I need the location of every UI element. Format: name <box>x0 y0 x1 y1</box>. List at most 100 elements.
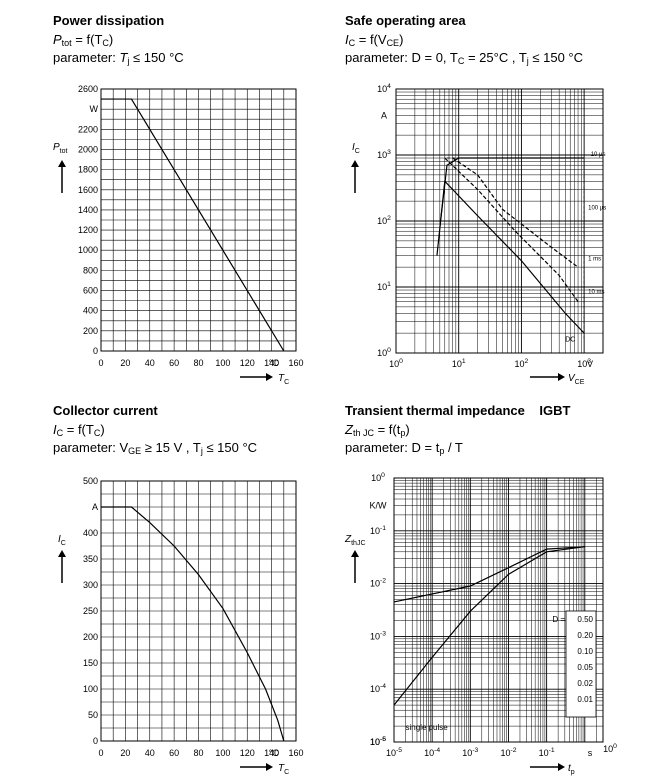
collector-x-tick: 80 <box>193 748 203 758</box>
soa-x-label: VCE <box>568 373 585 386</box>
power-y-arrow-head <box>58 160 66 167</box>
soa-curve-1 <box>452 157 579 268</box>
soa-plot-frame <box>395 88 604 354</box>
soa-function: IC = f(VCE) <box>345 32 404 48</box>
zth-y-tick: 10-4 <box>370 683 386 694</box>
power-y-tick: 2000 <box>78 144 98 154</box>
power-y-tick: 1800 <box>78 165 98 175</box>
zth-legend-item: 0.01 <box>577 695 593 704</box>
zth-y-tick: 10-6 <box>370 736 386 747</box>
collector-x-tick: 160 <box>288 748 303 758</box>
collector-x-tick: 120 <box>240 748 255 758</box>
power-plot-frame <box>100 88 297 352</box>
power-y-tick: 1600 <box>78 185 98 195</box>
power-y-tick: 1000 <box>78 245 98 255</box>
zth-x-label: tp <box>568 763 575 776</box>
soa-x-arrow-head <box>558 373 565 381</box>
collector-x-tick: 20 <box>120 748 130 758</box>
soa-curve-3 <box>436 179 585 334</box>
collector-title: Collector current <box>53 403 158 418</box>
collector-x-tick: 0 <box>98 748 103 758</box>
collector-function: IC = f(TC) <box>53 422 105 438</box>
power-x-unit: °C <box>269 358 280 368</box>
zth-x-tick: 10-1 <box>539 747 555 758</box>
collector-x-arrow-head <box>266 763 273 771</box>
zth-legend-title: D = <box>552 615 565 624</box>
zth-legend-box <box>565 610 597 718</box>
zth-y-label: ZthJC <box>344 534 366 547</box>
collector-y-tick: 400 <box>83 528 98 538</box>
collector-y-tick: 250 <box>83 606 98 616</box>
zth-curve-0 <box>393 546 585 603</box>
zth-parameter: parameter: D = tp / T <box>345 440 463 456</box>
zth-legend-item: 0.10 <box>577 647 593 656</box>
zth-y-tick: 100 <box>371 472 385 483</box>
soa-x-unit: V <box>587 359 593 369</box>
power-y-tick: 800 <box>83 265 98 275</box>
collector-curve <box>101 506 285 742</box>
soa-y-tick: 100 <box>377 347 391 358</box>
zth-plot-frame <box>393 477 604 743</box>
collector-y-tick: 50 <box>88 710 98 720</box>
collector-x-tick: 100 <box>215 748 230 758</box>
zth-y-tick: 10-5 <box>370 736 386 747</box>
zth-x-tick: 10-3 <box>462 747 478 758</box>
collector-y-tick: 0 <box>93 736 98 746</box>
soa-x-tick: 100 <box>389 358 403 369</box>
soa-y-tick: 102 <box>377 215 391 226</box>
soa-y-tick: 103 <box>377 149 391 160</box>
power-y-label: Ptot <box>53 142 68 155</box>
power-x-tick: 20 <box>120 358 130 368</box>
zth-y-arrow-head <box>351 550 359 557</box>
collector-y-label: IC <box>58 534 66 547</box>
zth-x-arrow-head <box>558 763 565 771</box>
collector-x-label: TC <box>278 763 289 776</box>
soa-x-tick: 102 <box>515 358 529 369</box>
collector-y-tick: 350 <box>83 554 98 564</box>
zth-x-tick: 10-4 <box>424 747 440 758</box>
zth-y-tick: 10-2 <box>370 578 386 589</box>
zth-curve-1 <box>393 546 585 706</box>
soa-y-tick: 104 <box>377 83 391 94</box>
power-x-tick: 100 <box>215 358 230 368</box>
zth-x-tick: 100 <box>603 743 617 754</box>
power-y-tick: 400 <box>83 306 98 316</box>
soa-y-label: IC <box>352 142 360 155</box>
power-x-tick: 160 <box>288 358 303 368</box>
power-title: Power dissipation <box>53 13 165 28</box>
power-x-tick: 40 <box>145 358 155 368</box>
soa-x-tick: 103 <box>577 358 591 369</box>
collector-y-arrow-head <box>58 550 66 557</box>
zth-legend-item: 0.50 <box>577 615 593 624</box>
power-x-tick: 80 <box>193 358 203 368</box>
collector-parameter: parameter: VGE ≥ 15 V , Tj ≤ 150 °C <box>53 440 258 456</box>
power-y-tick: 200 <box>83 326 98 336</box>
zth-x-tick: 10-2 <box>500 747 516 758</box>
power-x-tick: 140 <box>264 358 279 368</box>
collector-y-tick: 100 <box>83 684 98 694</box>
zth-title: Transient thermal impedance IGBT <box>345 403 571 418</box>
soa-annot-1ms: 1 ms <box>588 257 601 263</box>
soa-y-arrow-head <box>351 160 359 167</box>
soa-y-unit: A <box>381 110 387 120</box>
zth-x-tick: 10-5 <box>386 747 402 758</box>
power-y-tick: 1400 <box>78 205 98 215</box>
collector-plot-frame <box>100 480 297 742</box>
power-y-tick: 1200 <box>78 225 98 235</box>
zth-annot-single-pulse: single pulse <box>405 723 448 732</box>
collector-x-tick: 60 <box>169 748 179 758</box>
zth-x-unit: s <box>588 748 593 758</box>
soa-parameter: parameter: D = 0, TC = 25°C , Tj ≤ 150 °… <box>345 50 584 66</box>
collector-y-tick: 500 <box>83 476 98 486</box>
collector-x-unit: °C <box>269 748 280 758</box>
zth-legend-item: 0.02 <box>577 679 593 688</box>
collector-y-unit: A <box>92 502 98 512</box>
power-x-arrow-head <box>266 373 273 381</box>
soa-annot-10us: 10 µs <box>591 152 606 158</box>
power-y-tick: 600 <box>83 286 98 296</box>
soa-title: Safe operating area <box>345 13 466 28</box>
power-y-tick: 0 <box>93 346 98 356</box>
power-y-tick: 2600 <box>78 84 98 94</box>
power-x-tick: 120 <box>240 358 255 368</box>
